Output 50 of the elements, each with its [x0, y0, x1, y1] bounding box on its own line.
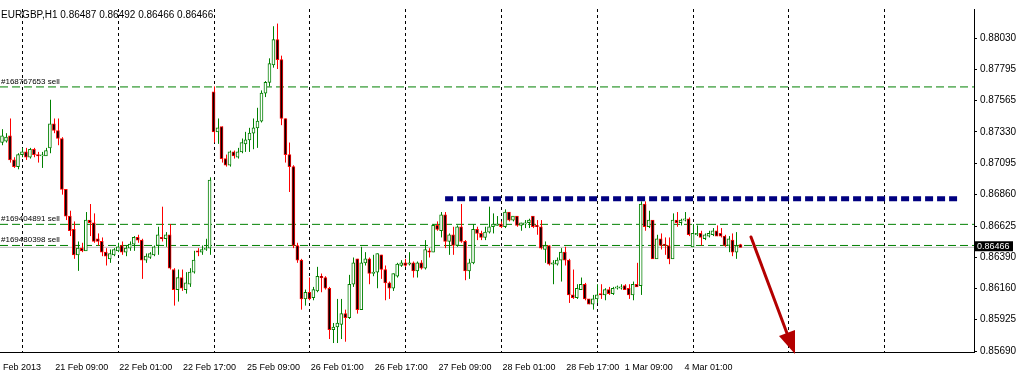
candlestick [491, 212, 495, 234]
candlestick [343, 309, 348, 343]
candlestick [367, 257, 372, 285]
candlestick [467, 258, 471, 280]
y-tick-label: 0.86390 [980, 251, 1016, 263]
y-tick-label: 0.86160 [980, 281, 1016, 293]
x-tick-label: 22 Feb 17:00 [183, 361, 237, 372]
y-tick-label: 0.85925 [980, 313, 1016, 325]
candlestick [642, 200, 647, 232]
y-tick-label: 0.87795 [980, 63, 1016, 75]
x-tick-label: 26 Feb 17:00 [374, 361, 428, 372]
candlestick [99, 236, 104, 257]
candlestick [335, 298, 340, 344]
candlestick [339, 298, 344, 340]
y-tick-label: 0.86625 [980, 219, 1016, 231]
candlestick [68, 210, 72, 237]
y-tick-label: 0.86860 [980, 188, 1016, 200]
ref-line-label: 0.86466 [977, 241, 1010, 252]
y-tick-label: 0.87330 [980, 125, 1016, 137]
x-tick-label: 21 Feb 09:00 [55, 361, 109, 372]
candlestick [375, 252, 380, 289]
ref-line-label: #168767653 sell [1, 76, 60, 86]
candlestick [48, 99, 52, 154]
x-tick-label: 28 Feb 17:00 [566, 361, 620, 372]
x-tick-label: 25 Feb 09:00 [246, 361, 300, 372]
candlestick [662, 236, 667, 256]
x-tick-label: 27 Feb 09:00 [438, 361, 492, 372]
candlestick [563, 246, 567, 267]
candlestick [379, 254, 384, 280]
y-tick-label: 0.87565 [980, 94, 1016, 106]
candlestick [139, 238, 144, 280]
ref-line-label: #169404891 sell [1, 214, 60, 224]
chart-title: EURGBP,H1 0.86487 0.86492 0.86466 0.86466 [1, 9, 214, 20]
candlestick [87, 203, 92, 237]
y-tick-label: 0.87095 [980, 157, 1016, 169]
x-tick-label: 28 Feb 01:00 [502, 361, 556, 372]
ref-line-label: #169480398 sell [1, 235, 60, 245]
x-tick-label: 22 Feb 01:00 [119, 361, 173, 372]
x-tick-label: 1 Mar 09:00 [624, 361, 673, 372]
candlestick [331, 322, 336, 344]
y-tick-label: 0.85690 [980, 344, 1016, 356]
candlestick [351, 257, 356, 288]
y-tick-label: 0.88030 [980, 32, 1016, 44]
x-tick-label: Feb 2013 [2, 361, 41, 372]
candlestick [551, 259, 555, 285]
x-tick-label: 26 Feb 01:00 [310, 361, 364, 372]
x-tick-label: 4 Mar 01:00 [684, 361, 733, 372]
candlestick [634, 262, 639, 288]
candlestick [459, 203, 463, 244]
candlestick [543, 240, 547, 264]
